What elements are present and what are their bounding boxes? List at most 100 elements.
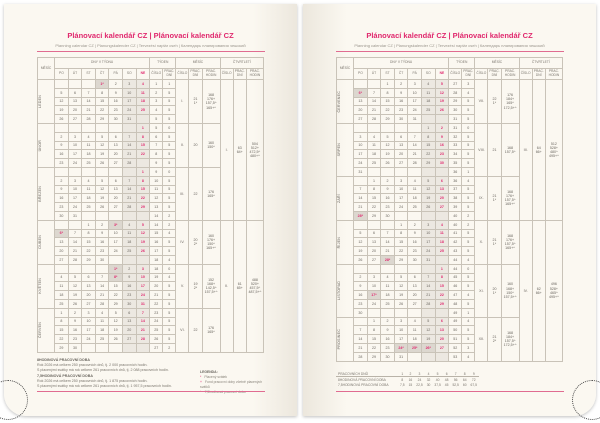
month-name: KVĚTEN: [38, 278, 42, 295]
day-cell: 5: [108, 307, 123, 318]
day-cell: 21: [407, 149, 422, 160]
empty-day-cell: [393, 122, 409, 133]
day-cell: 3: [393, 316, 409, 327]
header-day: ST: [81, 68, 96, 80]
day-cell: 19: [420, 193, 436, 204]
header-day: SO: [420, 68, 436, 80]
empty-day-cell: [434, 351, 450, 362]
week-number: 30: [448, 105, 463, 116]
empty-day-cell: [94, 122, 110, 133]
header-cislo: ČÍSLO: [149, 68, 164, 80]
empty-day-cell: [67, 122, 83, 133]
month-name-cell: LISTOPAD: [335, 263, 355, 318]
day-cell: 23: [108, 105, 123, 116]
day-cell: 15: [108, 281, 123, 292]
month-name: LISTOPAD: [337, 281, 341, 301]
month-hours-value: 150^: [506, 290, 514, 295]
week-workdays: 4: [461, 175, 476, 186]
month-hours-value: 160: [208, 141, 215, 146]
day-cell: 27: [108, 158, 123, 168]
day-cell: 1: [420, 122, 436, 133]
week-workdays: 5: [162, 131, 177, 142]
day-cell: 9: [54, 184, 69, 195]
day-cell: 24: [393, 202, 409, 212]
week-workdays: 0: [162, 263, 177, 274]
month-number: III.: [175, 166, 190, 221]
day-cell: 4: [434, 219, 450, 230]
empty-day-cell: [380, 263, 395, 274]
day-cell: 2: [380, 316, 395, 327]
day-cell: 26: [54, 114, 69, 124]
week-workdays: 5: [461, 114, 476, 124]
day-cell: 9: [54, 140, 69, 151]
week-row: 8 9 10 11 12 13 14 24 5: [38, 316, 264, 327]
empty-day-cell: [393, 166, 409, 177]
empty-day-cell: [380, 122, 395, 133]
quarter-workdays-value: 62: [536, 286, 541, 291]
week-workdays: 5: [461, 149, 476, 160]
month-hours-value: 150^: [207, 145, 215, 150]
day-cell: 8: [81, 228, 96, 239]
month-workdays-value: 21: [492, 238, 497, 243]
day-cell: 2: [407, 219, 422, 230]
empty-day-cell: [94, 342, 110, 353]
day-cell: 21: [67, 246, 83, 256]
month-hours-value: 165+^: [206, 246, 216, 251]
quarter-hours-value: 488: [251, 277, 258, 282]
week-row: DUBEN 1 2 3* 4 5 14 2 IV. 20 2* 160 176+ 150^ 165+^ II.…: [36, 219, 265, 353]
day-cell: 29: [380, 114, 395, 124]
summary-label: 7,5HODINOVÁ PRACOVNÍ DOBA: [338, 382, 389, 387]
day-cell: 4: [380, 272, 395, 283]
day-cell: 6*: [54, 228, 69, 239]
empty-day-cell: [108, 166, 123, 177]
day-cell: 13: [393, 140, 409, 151]
day-cell: 21: [94, 290, 110, 300]
day-cell: 20: [407, 290, 422, 300]
day-cell: 17*: [366, 290, 382, 300]
day-cell: 10: [393, 325, 409, 336]
summary-value: 8: [463, 371, 466, 376]
day-cell: 11: [121, 228, 137, 239]
month-name: ZÁŘÍ: [337, 193, 341, 203]
day-cell: 26: [380, 158, 395, 168]
week-workdays: 1: [162, 79, 177, 89]
month-workdays: 21 2*: [487, 316, 502, 362]
week-row: 28 29 30 31 53 4: [337, 351, 563, 362]
month-hours-value: 168: [208, 93, 215, 98]
empty-day-cell: [108, 122, 123, 133]
day-cell: 7: [81, 87, 96, 98]
day-cell: 9: [393, 87, 409, 98]
day-cell: 5: [434, 79, 450, 89]
day-cell: 4: [135, 79, 151, 89]
day-cell: 4: [121, 219, 137, 230]
day-cell: 11: [366, 140, 382, 151]
day-cell: 24: [67, 202, 83, 212]
day-cell: 11: [420, 87, 436, 98]
day-cell: 2: [380, 175, 395, 186]
header-prac-dni: PRAC. DNÍ: [232, 68, 247, 80]
week-workdays: 5: [162, 184, 177, 195]
day-cell: 8: [135, 175, 151, 186]
day-cell: 16: [393, 96, 409, 107]
empty-day-cell: [366, 307, 382, 318]
month-workdays: 21 1*: [487, 219, 502, 265]
day-cell: 20: [81, 290, 96, 300]
day-cell: 3: [121, 79, 137, 89]
summary-row: 8HODINOVÁ PRACOVNÍ DOBA 8 16 24 32 40 48 56 64 72: [336, 377, 479, 383]
day-cell: 24: [135, 290, 151, 300]
day-cell: 2: [54, 175, 69, 186]
day-cell: 3: [393, 175, 409, 186]
footer-divider: [336, 391, 564, 392]
empty-day-cell: [121, 166, 137, 177]
day-cell: 14: [380, 237, 395, 248]
day-cell: 25: [366, 158, 382, 168]
week-row: LISTOPAD 1 44 0 XI. 20 1* 160 168+ 150^ 157,5+^: [335, 263, 563, 318]
week-workdays: 2: [162, 342, 177, 353]
day-cell: 22: [94, 105, 110, 116]
quarter-hours-value: 496: [550, 282, 557, 287]
month-name: DUBEN: [38, 235, 42, 250]
day-cell: 25: [54, 298, 69, 309]
day-cell: 18: [121, 237, 137, 248]
month-workdays: 22: [188, 307, 203, 353]
day-cell: 15: [366, 334, 382, 344]
